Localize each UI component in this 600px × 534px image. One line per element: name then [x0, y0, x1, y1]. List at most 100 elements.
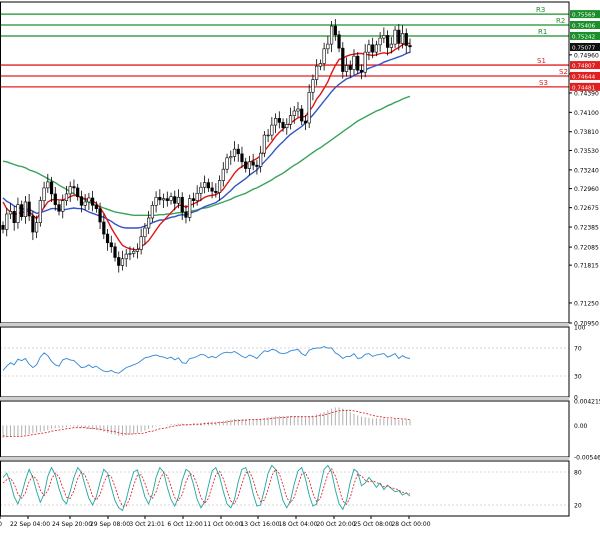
candle-body: [251, 161, 255, 166]
level-label-r1: R1: [538, 28, 547, 36]
candle-body: [288, 115, 293, 125]
candle-body: [158, 196, 162, 201]
price-y-tick-label: 0.74390: [574, 90, 599, 97]
candle-body: [12, 211, 16, 223]
candle-body: [49, 181, 54, 195]
candle-body: [38, 200, 42, 223]
candle-body: [72, 186, 76, 189]
stoch-y-tick-label: 80: [574, 470, 582, 477]
candle-body: [389, 43, 393, 48]
candle-body: [109, 242, 113, 248]
level-price-box: [570, 71, 600, 80]
candle-body: [143, 227, 147, 238]
level-price-box: [570, 31, 600, 40]
level-price-label: 0.75242: [572, 34, 595, 40]
stoch-y-tick-label: 20: [574, 503, 582, 510]
price-y-tick-label: 0.70950: [574, 321, 599, 328]
rsi-y-tick-label: 30: [574, 374, 582, 381]
panel-separator: [0, 397, 569, 400]
candle-body: [322, 48, 326, 64]
candle-body: [397, 29, 401, 44]
candle-body: [285, 124, 289, 129]
stoch-k-line: [2, 464, 411, 512]
candle-body: [326, 43, 330, 50]
candle-body: [333, 25, 337, 36]
candle-body: [404, 33, 408, 46]
candle-body: [236, 148, 240, 155]
candle-body: [173, 196, 177, 204]
candle-body: [120, 258, 125, 266]
candle-body: [307, 91, 311, 124]
rsi-y-tick-label: 70: [574, 346, 582, 353]
candle-body: [225, 157, 229, 170]
candle-body: [184, 211, 188, 218]
candle-body: [255, 164, 259, 167]
price-y-tick-label: 0.72675: [574, 205, 599, 212]
candle-body: [188, 198, 192, 218]
price-y-tick-label: 0.73530: [574, 148, 599, 155]
x-tick-label: 25 Oct 08:00: [353, 521, 392, 528]
candle-body: [206, 182, 210, 189]
macd-y-tick-label: 0.004215: [574, 399, 600, 406]
candle-body: [217, 180, 222, 193]
candle-body: [98, 208, 102, 223]
candle-body: [311, 79, 315, 93]
candle-body: [150, 205, 154, 219]
x-tick-label: 13 Oct 16:00: [240, 521, 279, 528]
candle-body: [240, 153, 244, 163]
candle-body: [273, 118, 278, 126]
candle-body: [57, 204, 61, 212]
candle-body: [135, 249, 140, 252]
candle-body: [266, 134, 270, 137]
candle-body: [210, 187, 214, 192]
x-tick-label: 28 Oct 00:00: [391, 521, 430, 528]
candle-body: [16, 204, 20, 223]
ma-blue-line: [2, 51, 411, 229]
candle-body: [31, 215, 35, 233]
candle-body: [277, 118, 281, 123]
rsi-line: [2, 346, 411, 374]
candle-body: [53, 193, 57, 205]
price-y-tick-label: 0.73240: [574, 167, 599, 174]
candle-body: [247, 161, 252, 169]
candle-body: [356, 55, 360, 71]
candle-body: [281, 122, 285, 129]
price-y-tick-label: 0.71250: [574, 300, 599, 307]
candle-body: [42, 187, 46, 201]
panel-separator: [0, 323, 569, 326]
level-price-label: 0.75406: [572, 23, 596, 29]
candle-body: [371, 44, 375, 53]
candle-body: [352, 55, 356, 70]
candle-body: [176, 196, 181, 204]
candle-body: [214, 190, 218, 193]
candle-body: [191, 198, 196, 201]
candle-body: [20, 204, 24, 217]
candle-body: [117, 257, 121, 266]
rsi-y-tick-label: 0: [574, 395, 578, 402]
candle-body: [180, 196, 184, 213]
level-label-r3: R3: [536, 6, 545, 14]
level-price-label: 0.74644: [572, 74, 596, 80]
candle-body: [359, 69, 364, 73]
candle-body: [64, 193, 69, 201]
candle-body: [344, 65, 349, 72]
candle-body: [91, 197, 95, 206]
panel-frame: [0, 460, 570, 517]
price-y-tick-label: 0.74100: [574, 110, 599, 117]
candle-body: [382, 35, 386, 39]
candle-body: [221, 168, 225, 181]
candle-body: [296, 108, 300, 112]
candle-body: [232, 148, 237, 157]
candle-body: [363, 51, 367, 73]
level-price-label: 0.75569: [572, 13, 596, 19]
level-label-s2: S2: [559, 68, 568, 76]
candle-body: [195, 192, 199, 201]
current-price-box: [570, 43, 600, 52]
x-tick-label: 6 Oct 12:00: [167, 521, 202, 528]
candle-body: [292, 110, 296, 116]
level-price-box: [570, 10, 600, 19]
x-tick-label: 3 Oct 21:01: [129, 521, 164, 528]
candle-body: [27, 201, 31, 217]
candle-body: [393, 29, 397, 45]
